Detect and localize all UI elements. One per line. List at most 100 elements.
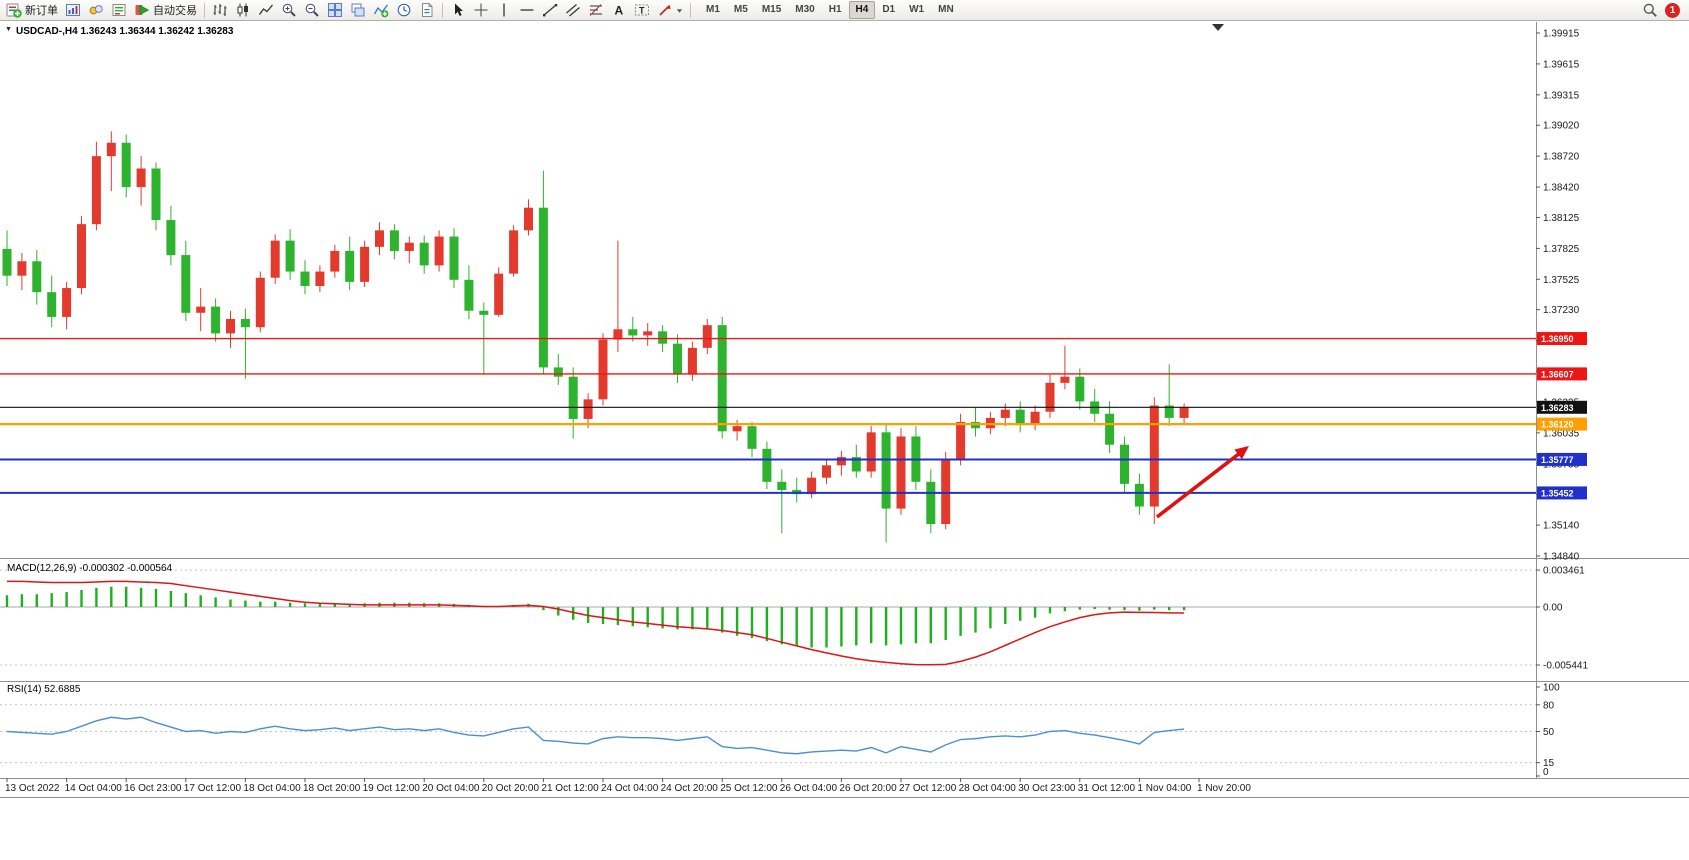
one-click-trading-toggle[interactable]: ▼ (5, 26, 12, 33)
candle-up (315, 271, 325, 286)
candle-up (896, 436, 906, 509)
candle-up (330, 250, 340, 272)
candle-up (1000, 409, 1010, 418)
trend-arrow[interactable] (1155, 449, 1244, 519)
candle-down (1164, 405, 1174, 418)
timeframe-button-m1[interactable]: M1 (706, 4, 720, 15)
toolbar-separator (442, 2, 443, 18)
rsi-axis-label: 80 (1543, 700, 1555, 711)
timeframe-button-mn[interactable]: MN (938, 4, 954, 15)
market-watch-button[interactable] (85, 0, 107, 20)
chart-shift-marker[interactable] (1212, 24, 1224, 31)
auto-trading-button[interactable]: 自动交易 (131, 0, 200, 20)
templates-button[interactable] (416, 0, 438, 20)
macd-indicator-label: MACD(12,26,9) -0.000302 -0.000564 (7, 563, 172, 574)
macd-signal-value: -0.000564 (127, 563, 173, 574)
candle-up (583, 399, 593, 419)
time-axis-label: 17 Oct 12:00 (184, 783, 242, 794)
candle-up (509, 230, 519, 274)
periods-button[interactable] (393, 0, 415, 20)
price-axis-label: 1.39020 (1543, 121, 1580, 132)
timeframe-button-w1[interactable]: W1 (909, 4, 925, 15)
arrows-tool-button[interactable] (654, 0, 686, 20)
candle-down (211, 306, 221, 334)
price-axis-label: 1.38420 (1543, 183, 1580, 194)
timeframe-button-d1[interactable]: D1 (882, 4, 896, 15)
time-axis-label: 18 Oct 04:00 (243, 783, 301, 794)
templates-icon (422, 3, 433, 17)
channel-tool-button[interactable] (562, 0, 584, 20)
candle-up (196, 306, 206, 313)
new-order-label: 新订单 (25, 5, 58, 17)
candle-up (1149, 405, 1159, 507)
line-chart-type-button[interactable] (255, 0, 277, 20)
vertical-line-icon (503, 3, 505, 17)
candle-down (673, 343, 682, 375)
zoom-in-button[interactable] (278, 0, 300, 20)
tile-windows-icon (328, 3, 342, 17)
cursor-tool-button[interactable] (447, 0, 469, 20)
tile-windows-button[interactable] (324, 0, 346, 20)
candle-up (17, 261, 27, 276)
timeframe-button-m15[interactable]: M15 (761, 4, 782, 15)
time-axis-label: 1 Nov 20:00 (1197, 783, 1251, 794)
vertical-line-tool-button[interactable] (493, 0, 515, 20)
new-order-button[interactable]: 新订单 (3, 0, 61, 20)
candle-up (1030, 411, 1040, 425)
indicators-button[interactable] (370, 0, 392, 20)
candle-down (1134, 483, 1144, 507)
candle-down (479, 310, 489, 315)
text-label-tool-button[interactable]: T (631, 0, 653, 20)
bar-chart-type-icon (213, 4, 227, 16)
fibonacci-tool-button[interactable] (585, 0, 607, 20)
zoom-out-button[interactable] (301, 0, 323, 20)
candle-up (941, 459, 951, 525)
zoom-in-icon (282, 3, 296, 17)
time-axis-label: 27 Oct 12:00 (899, 783, 957, 794)
support-line-orange-tag-label: 1.36120 (1541, 420, 1574, 430)
horizontal-line-icon (520, 9, 534, 11)
price-axis-label: 1.34840 (1543, 552, 1580, 563)
candle-down (926, 481, 936, 525)
support-line-blue-upper-tag-label: 1.35777 (1541, 455, 1574, 465)
candle-up (836, 457, 846, 466)
macd-axis-label: -0.005441 (1543, 661, 1588, 672)
bid-price-line-tag (1537, 400, 1587, 414)
timeframe-button-h1[interactable]: H1 (828, 4, 842, 15)
macd-axis-label: 0.00 (1543, 603, 1563, 614)
candlestick-chart-type-button[interactable] (232, 0, 254, 20)
timeframe-button-m30[interactable]: M30 (795, 4, 815, 15)
time-axis-label: 14 Oct 04:00 (65, 783, 123, 794)
timeframe-button-m5[interactable]: M5 (733, 4, 748, 15)
rsi-value: 52.6885 (44, 684, 81, 695)
time-axis-label: 24 Oct 04:00 (601, 783, 659, 794)
search-icon[interactable] (1642, 2, 1658, 18)
time-axis-label: 30 Oct 23:00 (1018, 783, 1076, 794)
trend-arrow-head (1234, 446, 1249, 460)
candle-down (851, 457, 861, 472)
horizontal-line-tool-button[interactable] (516, 0, 538, 20)
navigator-button[interactable] (108, 0, 130, 20)
cascade-windows-button[interactable] (347, 0, 369, 20)
bar-chart-type-button[interactable] (209, 0, 231, 20)
trendline-tool-button[interactable] (539, 0, 561, 20)
time-axis-label: 26 Oct 04:00 (780, 783, 838, 794)
indicators-icon (373, 4, 389, 18)
notification-badge[interactable]: 1 (1665, 2, 1680, 18)
candle-up (732, 426, 742, 432)
price-axis-label: 1.39615 (1543, 59, 1580, 70)
candle-up (106, 142, 116, 157)
text-tool-button[interactable]: A (608, 0, 630, 20)
candle-up (702, 325, 712, 348)
rsi-params-label: RSI(14) (7, 684, 42, 695)
new-order-icon (6, 3, 22, 18)
candle-up (494, 273, 504, 315)
symbol-period-label: USDCAD-,H4 (16, 26, 78, 37)
rsi-line (6, 716, 1185, 755)
chart-window-button[interactable] (62, 0, 84, 20)
candle-down (345, 250, 355, 282)
candle-down (151, 168, 161, 221)
timeframe-button-h4[interactable]: H4 (848, 1, 876, 19)
crosshair-tool-button[interactable] (470, 0, 492, 20)
